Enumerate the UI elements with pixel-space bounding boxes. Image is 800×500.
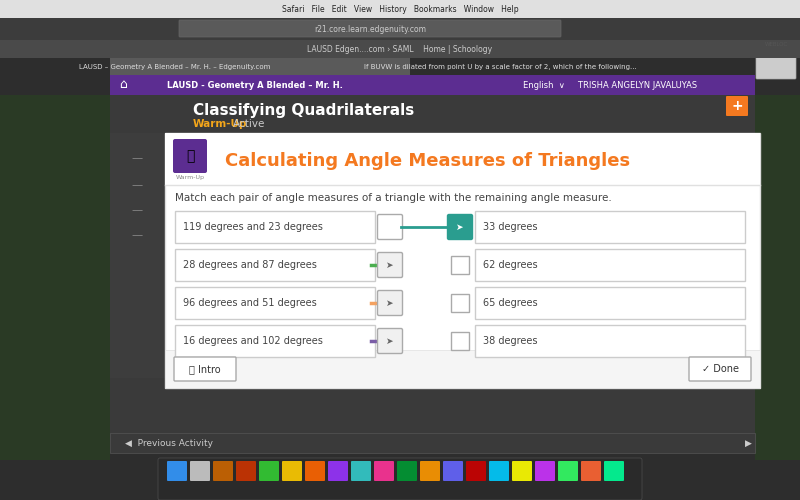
FancyBboxPatch shape [451, 256, 469, 274]
FancyBboxPatch shape [558, 461, 578, 481]
FancyBboxPatch shape [420, 461, 440, 481]
Text: —: — [131, 153, 142, 163]
Text: ▶: ▶ [745, 438, 751, 448]
Text: —: — [131, 205, 142, 215]
Text: Calculating Angle Measures of Triangles: Calculating Angle Measures of Triangles [225, 152, 630, 170]
FancyBboxPatch shape [110, 75, 755, 95]
Text: 🔥: 🔥 [186, 149, 194, 163]
Text: ✓ Done: ✓ Done [702, 364, 738, 374]
Text: ➤: ➤ [386, 298, 394, 308]
Text: Classifying Quadrilaterals: Classifying Quadrilaterals [193, 102, 414, 118]
Text: Active: Active [233, 119, 266, 129]
FancyBboxPatch shape [451, 332, 469, 350]
FancyBboxPatch shape [110, 95, 755, 440]
Text: 65 degrees: 65 degrees [483, 298, 538, 308]
FancyBboxPatch shape [475, 287, 745, 319]
Text: 28 degrees and 87 degrees: 28 degrees and 87 degrees [183, 260, 317, 270]
Text: +: + [731, 99, 743, 113]
FancyBboxPatch shape [443, 461, 463, 481]
FancyBboxPatch shape [110, 133, 165, 378]
FancyBboxPatch shape [0, 40, 800, 58]
FancyBboxPatch shape [378, 214, 402, 240]
FancyBboxPatch shape [475, 249, 745, 281]
Text: 33 degrees: 33 degrees [483, 222, 538, 232]
Text: English  ∨     TRISHA ANGELYN JAVALUYAS: English ∨ TRISHA ANGELYN JAVALUYAS [523, 80, 697, 90]
FancyBboxPatch shape [0, 18, 800, 40]
FancyBboxPatch shape [110, 58, 410, 75]
Text: 96 degrees and 51 degrees: 96 degrees and 51 degrees [183, 298, 317, 308]
Text: ➤: ➤ [456, 222, 464, 232]
Text: ⌂: ⌂ [119, 78, 127, 92]
Text: WEBLOC: WEBLOC [764, 42, 788, 46]
FancyBboxPatch shape [110, 433, 755, 453]
FancyBboxPatch shape [165, 350, 760, 388]
Text: —: — [131, 180, 142, 190]
Text: ➤: ➤ [386, 260, 394, 270]
FancyBboxPatch shape [489, 461, 509, 481]
Text: Warm-Up: Warm-Up [175, 176, 205, 180]
FancyBboxPatch shape [689, 357, 751, 381]
FancyBboxPatch shape [512, 461, 532, 481]
FancyBboxPatch shape [165, 133, 760, 185]
Text: LAUSD – Geometry A Blended – Mr. H. – Edgenuity.com: LAUSD – Geometry A Blended – Mr. H. – Ed… [79, 64, 270, 70]
FancyBboxPatch shape [282, 461, 302, 481]
FancyBboxPatch shape [604, 461, 624, 481]
Text: Match each pair of angle measures of a triangle with the remaining angle measure: Match each pair of angle measures of a t… [175, 193, 612, 203]
FancyBboxPatch shape [236, 461, 256, 481]
FancyBboxPatch shape [190, 461, 210, 481]
Text: 62 degrees: 62 degrees [483, 260, 538, 270]
FancyBboxPatch shape [328, 461, 348, 481]
FancyBboxPatch shape [0, 95, 110, 460]
FancyBboxPatch shape [174, 357, 236, 381]
FancyBboxPatch shape [175, 325, 375, 357]
FancyBboxPatch shape [0, 0, 800, 18]
FancyBboxPatch shape [466, 461, 486, 481]
FancyBboxPatch shape [351, 461, 371, 481]
FancyBboxPatch shape [475, 325, 745, 357]
FancyBboxPatch shape [756, 19, 796, 79]
Text: ◀  Previous Activity: ◀ Previous Activity [125, 438, 213, 448]
FancyBboxPatch shape [535, 461, 555, 481]
Text: Safari   File   Edit   View   History   Bookmarks   Window   Help: Safari File Edit View History Bookmarks … [282, 4, 518, 14]
FancyBboxPatch shape [475, 211, 745, 243]
FancyBboxPatch shape [581, 461, 601, 481]
FancyBboxPatch shape [213, 461, 233, 481]
Text: r21.core.learn.edgenuity.com: r21.core.learn.edgenuity.com [314, 24, 426, 34]
FancyBboxPatch shape [173, 139, 207, 173]
Text: 38 degrees: 38 degrees [483, 336, 538, 346]
FancyBboxPatch shape [179, 20, 561, 37]
FancyBboxPatch shape [167, 461, 187, 481]
Text: 119 degrees and 23 degrees: 119 degrees and 23 degrees [183, 222, 323, 232]
FancyBboxPatch shape [755, 95, 800, 460]
Text: ➤: ➤ [386, 336, 394, 345]
FancyBboxPatch shape [374, 461, 394, 481]
Text: LAUSD - Geometry A Blended – Mr. H.: LAUSD - Geometry A Blended – Mr. H. [167, 80, 343, 90]
FancyBboxPatch shape [305, 461, 325, 481]
Text: If BUVW is dilated from point U by a scale factor of 2, which of the following..: If BUVW is dilated from point U by a sca… [364, 64, 636, 70]
FancyBboxPatch shape [726, 96, 748, 116]
FancyBboxPatch shape [175, 249, 375, 281]
Text: LAUSD Edgen....com › SAML    Home | Schoology: LAUSD Edgen....com › SAML Home | Schoolo… [307, 44, 493, 54]
Text: 16 degrees and 102 degrees: 16 degrees and 102 degrees [183, 336, 323, 346]
FancyBboxPatch shape [165, 133, 760, 388]
Text: Warm-Up: Warm-Up [193, 119, 247, 129]
Text: 🔊 Intro: 🔊 Intro [189, 364, 221, 374]
FancyBboxPatch shape [451, 294, 469, 312]
FancyBboxPatch shape [378, 290, 402, 316]
Text: —: — [131, 230, 142, 240]
FancyBboxPatch shape [378, 328, 402, 353]
FancyBboxPatch shape [447, 214, 473, 240]
FancyBboxPatch shape [158, 458, 642, 500]
FancyBboxPatch shape [378, 252, 402, 278]
FancyBboxPatch shape [175, 287, 375, 319]
FancyBboxPatch shape [259, 461, 279, 481]
FancyBboxPatch shape [175, 211, 375, 243]
FancyBboxPatch shape [397, 461, 417, 481]
